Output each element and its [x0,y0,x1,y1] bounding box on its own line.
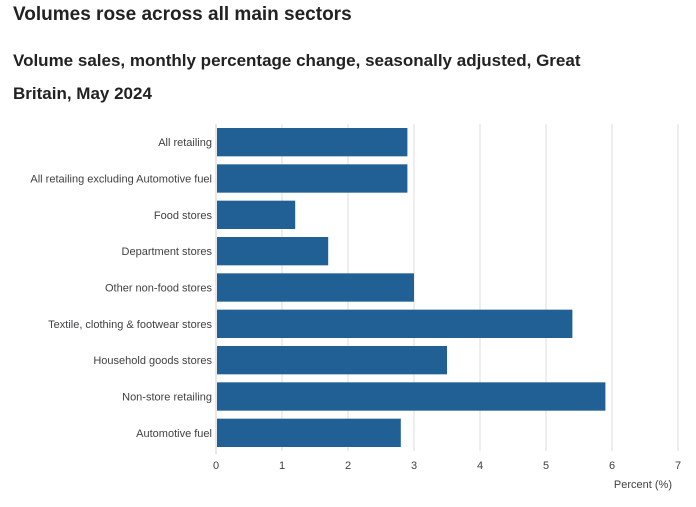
x-tick-label: 0 [213,460,219,472]
x-tick-label: 2 [345,460,351,472]
category-label: Department stores [122,246,213,258]
category-label: Non-store retailing [122,392,212,404]
x-tick-label: 1 [279,460,285,472]
x-tick-label: 4 [477,460,483,472]
category-label: Household goods stores [93,355,212,367]
bar [217,200,296,230]
bar [217,382,606,411]
x-axis-title: Percent (%) [614,479,672,491]
axes: 0 1 2 3 4 5 6 7 All retailing All retailing exclu… [0,124,681,472]
x-tick-label: 3 [411,460,417,472]
bar [217,236,329,266]
category-label: Other non-food stores [105,283,213,295]
category-label: Textile, clothing & footwear stores [48,319,212,331]
bar [217,345,447,375]
label-clip-mask [0,124,10,451]
category-label: Food stores [154,210,213,222]
bar [217,418,401,448]
category-label: All retailing [158,137,212,149]
bar [217,127,408,157]
bar [217,273,414,302]
bar [217,309,573,339]
bars [217,127,606,448]
chart-title: Volume sales, monthly percentage change,… [13,51,581,103]
category-label: Automotive fuel [136,428,212,440]
bar [217,164,408,193]
x-tick-label: 7 [675,460,681,472]
x-tick-label: 5 [543,460,549,472]
category-label: All retailing excluding Automotive fuel [30,174,212,186]
chart-headline: Volumes rose across all main sectors [13,4,352,25]
x-tick-label: 6 [609,460,615,472]
